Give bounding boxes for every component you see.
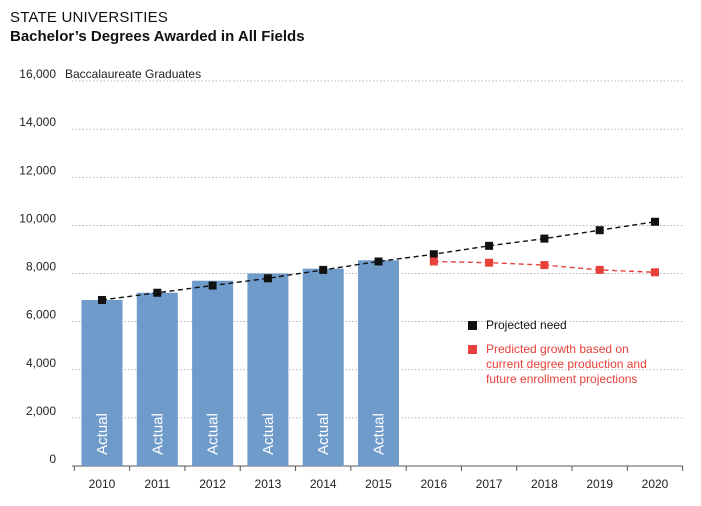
y-tick-label: 10,000 <box>19 211 56 225</box>
legend-line-2: current degree production and <box>486 357 647 371</box>
y-tick-label: 16,000 <box>19 67 56 81</box>
legend-swatch-red <box>468 345 477 354</box>
predicted-growth-marker <box>595 265 604 274</box>
x-tick-label: 2018 <box>531 477 558 491</box>
projected-need-marker <box>98 295 106 304</box>
y-tick-label: 12,000 <box>19 163 56 177</box>
projected-need-marker <box>263 274 272 283</box>
projected-need-marker <box>651 217 659 226</box>
legend-predicted-growth: Predicted growth based on current degree… <box>468 342 678 390</box>
x-tick-label: 2017 <box>476 477 503 491</box>
y-tick-label: 4,000 <box>26 356 56 370</box>
y-tick-label: 14,000 <box>19 115 56 129</box>
projected-need-marker <box>595 226 604 235</box>
projected-need-marker <box>319 265 328 274</box>
legend-swatch-black <box>468 321 477 330</box>
x-tick-label: 2015 <box>365 477 392 491</box>
legend-projected-need: Projected need <box>468 318 668 334</box>
y-tick-label: 6,000 <box>26 308 56 322</box>
x-tick-label: 2010 <box>89 477 116 491</box>
predicted-growth-marker <box>540 261 549 270</box>
projected-need-marker <box>540 234 549 243</box>
y-tick-label: 8,000 <box>26 260 56 274</box>
bar-label: Actual <box>149 413 166 455</box>
bar-label: Actual <box>205 413 222 455</box>
projected-need-marker <box>429 250 438 259</box>
projected-need-marker <box>485 241 494 250</box>
legend-line-3: future enrollment projections <box>486 372 638 386</box>
bar-label: Actual <box>315 413 332 455</box>
bar <box>358 260 399 466</box>
predicted-growth-marker <box>429 257 438 266</box>
x-tick-label: 2020 <box>642 477 669 491</box>
predicted-growth-marker <box>651 268 659 277</box>
x-tick-label: 2019 <box>586 477 613 491</box>
bar-label: Actual <box>94 413 111 455</box>
x-tick-label: 2012 <box>199 477 226 491</box>
bar <box>81 299 123 466</box>
bar-label: Actual <box>260 413 277 455</box>
chart-title: STATE UNIVERSITIES <box>10 9 169 26</box>
predicted-growth-marker <box>485 258 494 267</box>
x-tick-label: 2014 <box>310 477 337 491</box>
y-axis-label: Baccalaureate Graduates <box>65 67 201 81</box>
x-tick-label: 2011 <box>144 477 170 491</box>
bar-label: Actual <box>371 413 388 455</box>
projected-need-marker <box>208 281 217 290</box>
bar <box>136 292 178 466</box>
legend-label-predicted-growth: Predicted growth based on current degree… <box>486 342 647 387</box>
y-tick-label: 0 <box>49 452 56 466</box>
bar <box>302 268 344 466</box>
legend-line-1: Predicted growth based on <box>486 342 629 356</box>
projected-need-marker <box>153 288 162 297</box>
chart-subtitle: Bachelor’s Degrees Awarded in All Fields <box>10 28 305 45</box>
x-tick-label: 2013 <box>255 477 282 491</box>
x-tick-label: 2016 <box>420 477 447 491</box>
legend-label-projected-need: Projected need <box>486 318 567 332</box>
bar <box>247 273 289 466</box>
projected-need-marker <box>374 257 383 266</box>
y-tick-label: 2,000 <box>26 404 56 418</box>
bar <box>192 280 234 466</box>
